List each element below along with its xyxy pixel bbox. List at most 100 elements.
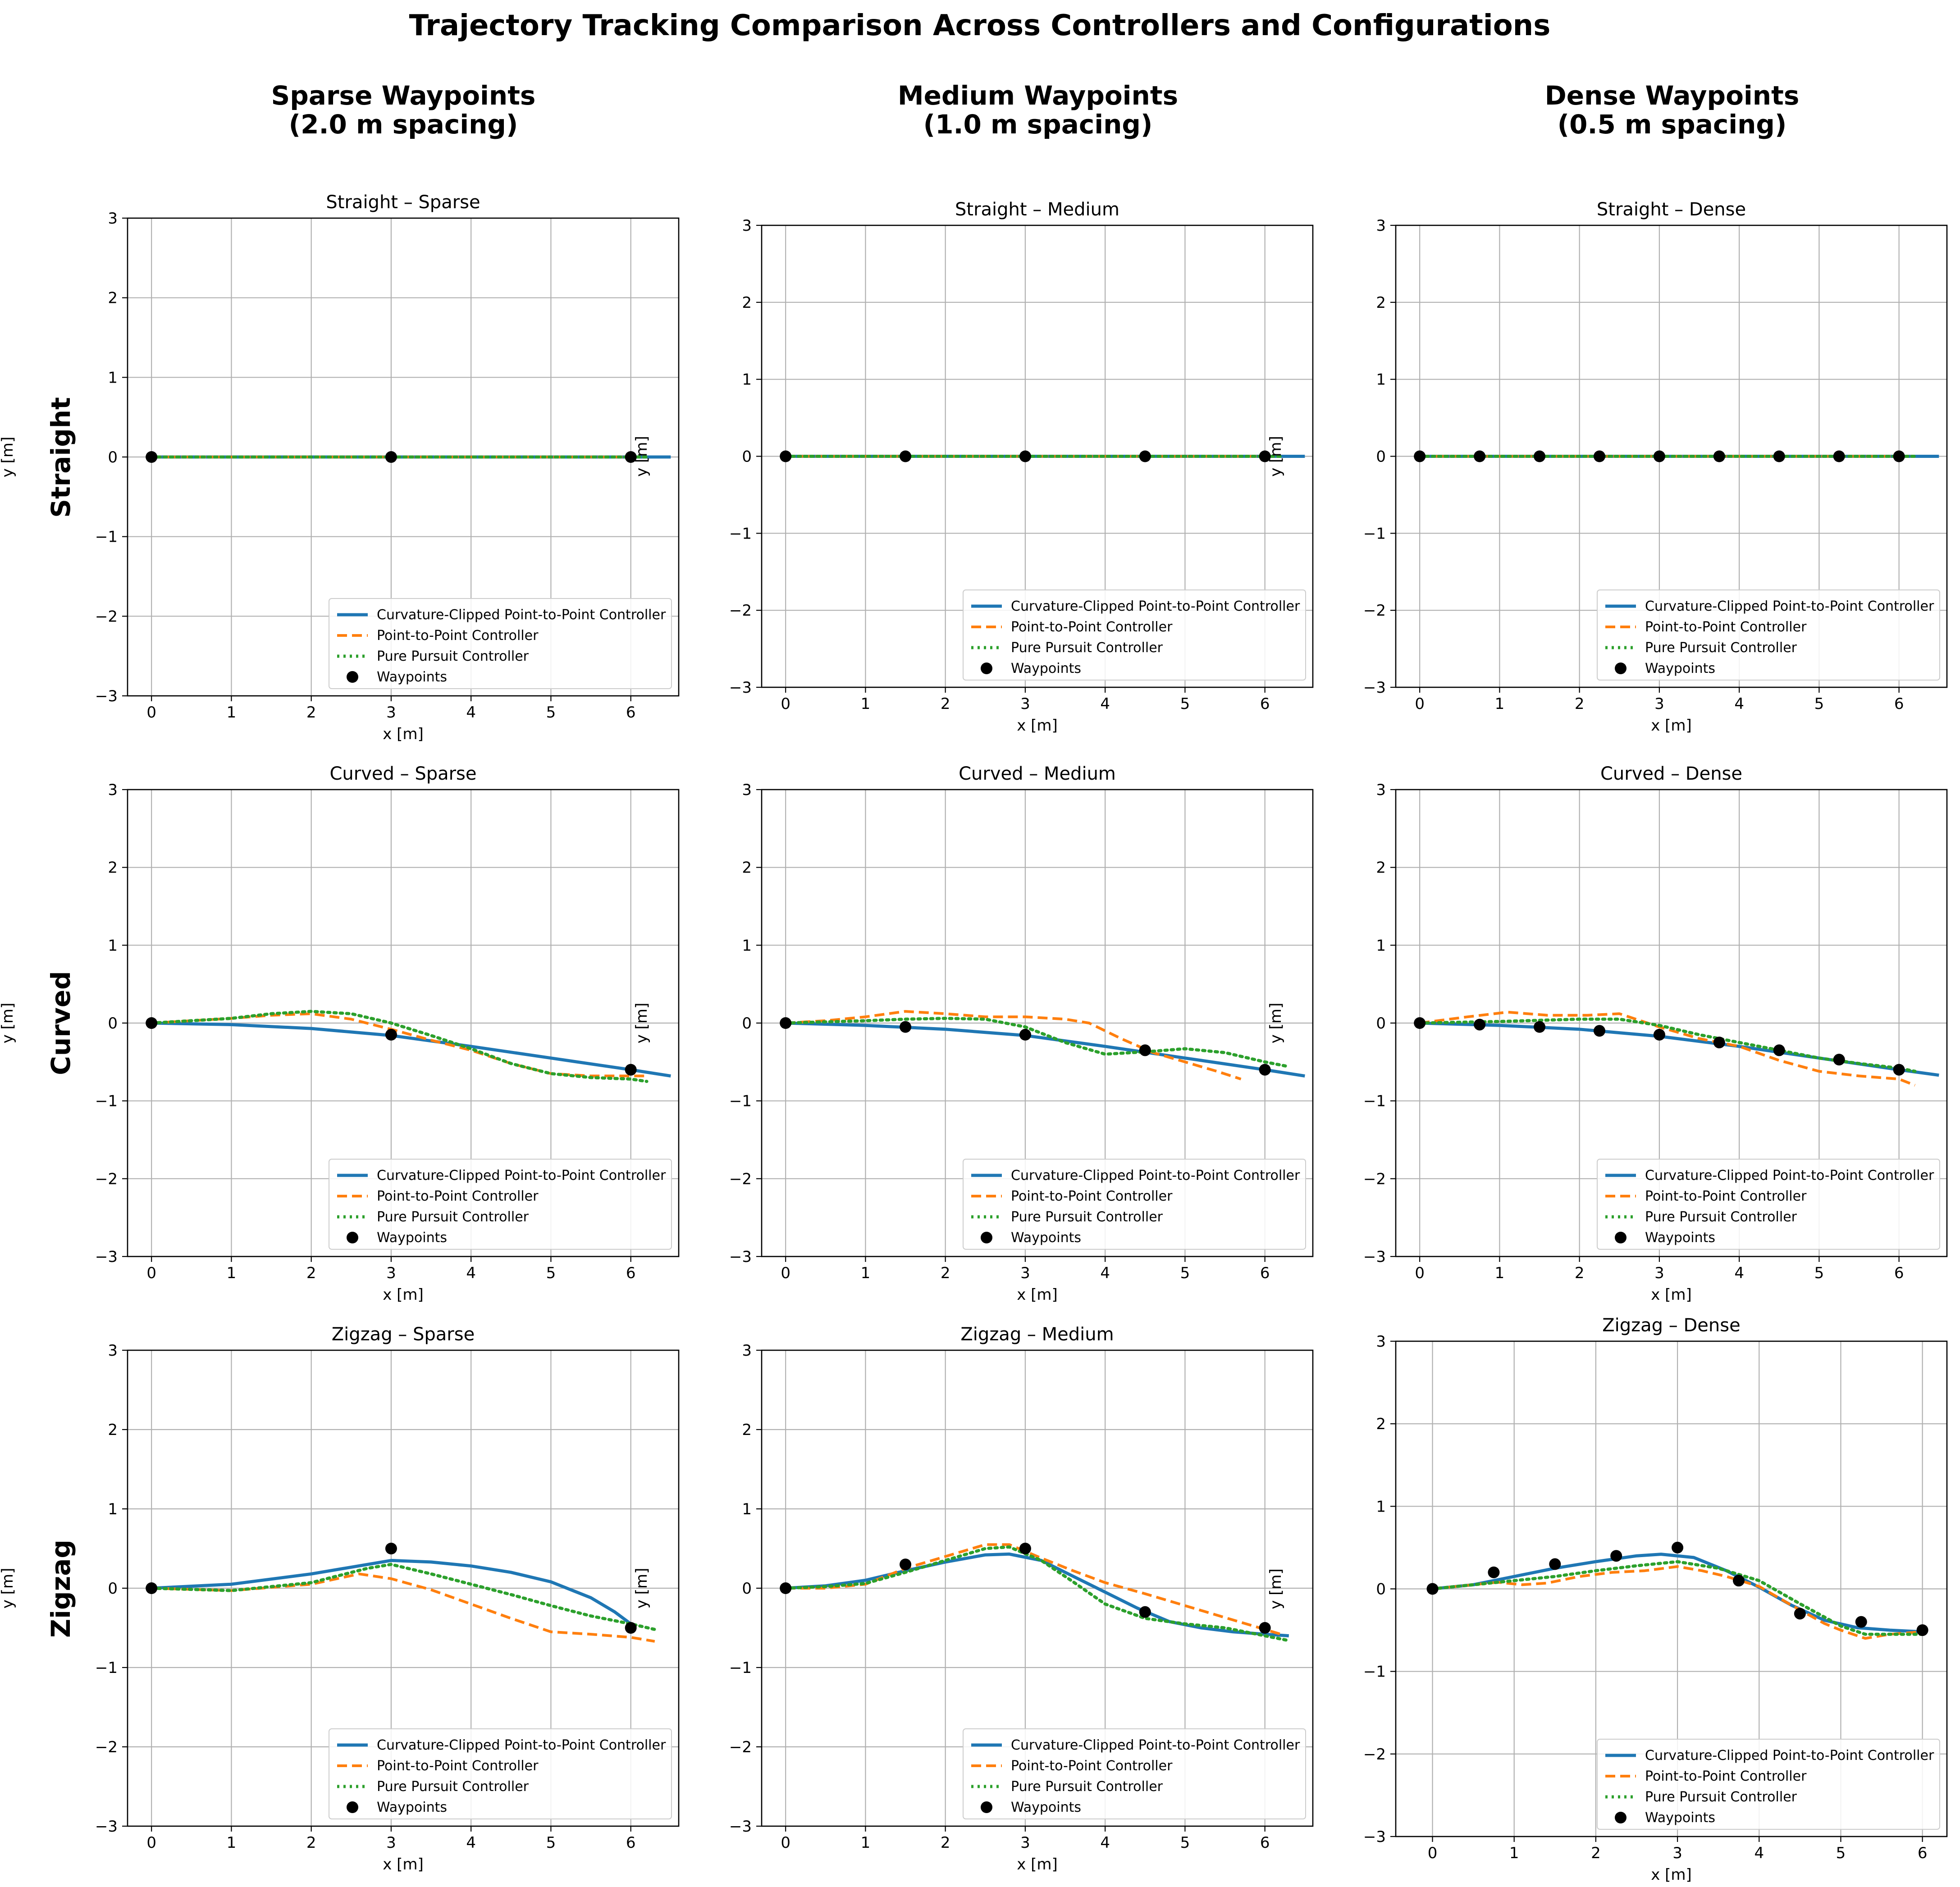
- legend-label: Waypoints: [377, 1800, 447, 1815]
- row-label-zigzag: Zigzag: [46, 1540, 76, 1638]
- y-tick-label: 3: [108, 1342, 118, 1360]
- x-axis-label: x [m]: [383, 1855, 424, 1873]
- y-tick-label: 1: [742, 1500, 752, 1518]
- legend-label: Waypoints: [1011, 1230, 1081, 1246]
- series-line-curvature-clipped: [151, 1558, 632, 1626]
- waypoint-marker: [1259, 1622, 1271, 1634]
- x-tick-label: 6: [626, 1834, 636, 1852]
- x-tick-label: 6: [1260, 1834, 1270, 1852]
- series-line-curvature-clipped: [1432, 1553, 1923, 1634]
- y-tick-label: 3: [1376, 217, 1386, 235]
- legend: Curvature-Clipped Point-to-Point Control…: [1597, 589, 1940, 681]
- legend-label: Curvature-Clipped Point-to-Point Control…: [1645, 1168, 1934, 1183]
- legend-waypoint-marker: [1615, 663, 1626, 674]
- series-line-pure-pursuit: [784, 1545, 1291, 1642]
- waypoint-marker: [1534, 450, 1546, 462]
- y-tick-label: −1: [729, 1659, 752, 1677]
- x-tick-label: 1: [1495, 1264, 1505, 1282]
- waypoint-marker: [1534, 1021, 1546, 1033]
- waypoint-marker: [1139, 450, 1151, 462]
- subplot-curved-sparse: 0 1 2 3 4 5 6 −3 −2 −1 0 1 2 3 Curved – Sparse x [m] y […: [0, 763, 680, 1304]
- legend-label: Curvature-Clipped Point-to-Point Control…: [377, 1737, 666, 1753]
- y-tick-label: 2: [1376, 859, 1386, 877]
- x-tick-label: 0: [146, 1264, 156, 1282]
- x-tick-label: 1: [861, 1834, 871, 1852]
- waypoint-marker: [1019, 1028, 1031, 1041]
- legend-label: Pure Pursuit Controller: [1011, 640, 1163, 656]
- waypoint-marker: [625, 451, 637, 463]
- column-subtitle-medium: (1.0 m spacing): [923, 109, 1153, 140]
- x-tick-label: 1: [1495, 695, 1505, 713]
- y-tick-label: 2: [108, 289, 118, 307]
- legend: Curvature-Clipped Point-to-Point Control…: [963, 1728, 1306, 1819]
- y-tick-label: −2: [1363, 1170, 1386, 1188]
- y-tick-label: −1: [729, 1092, 752, 1110]
- x-tick-label: 2: [306, 1834, 316, 1852]
- waypoint-marker: [1488, 1566, 1500, 1578]
- series-line-point-to-point: [786, 1010, 1242, 1081]
- y-tick-label: −3: [95, 1818, 118, 1836]
- legend-label: Pure Pursuit Controller: [1645, 1209, 1797, 1225]
- x-tick-label: 6: [1260, 695, 1270, 713]
- x-tick-label: 0: [146, 1834, 156, 1852]
- legend-waypoint-marker: [347, 671, 358, 683]
- legend: Curvature-Clipped Point-to-Point Control…: [963, 589, 1306, 681]
- legend-waypoint-marker: [347, 1801, 358, 1813]
- waypoint-marker: [1713, 1037, 1725, 1049]
- waypoint-marker: [1610, 1550, 1622, 1562]
- y-tick-label: −3: [1363, 1248, 1386, 1266]
- x-tick-label: 4: [466, 704, 476, 722]
- waypoint-marker: [625, 1064, 637, 1076]
- y-tick-label: −2: [729, 1738, 752, 1756]
- legend-label: Waypoints: [1011, 1800, 1081, 1815]
- legend-label: Curvature-Clipped Point-to-Point Control…: [1011, 1737, 1300, 1753]
- x-tick-label: 6: [626, 1264, 636, 1282]
- y-tick-label: −2: [729, 1170, 752, 1188]
- waypoint-marker: [780, 1582, 792, 1594]
- series-line-curvature-clipped: [785, 1552, 1289, 1638]
- y-tick-label: 2: [108, 1421, 118, 1439]
- legend-frame: [963, 1159, 1306, 1250]
- legend: Curvature-Clipped Point-to-Point Control…: [329, 1159, 672, 1250]
- y-axis-label: y [m]: [0, 1003, 17, 1044]
- waypoint-marker: [1593, 450, 1605, 462]
- waypoint-marker: [1833, 1054, 1845, 1066]
- legend-label: Curvature-Clipped Point-to-Point Control…: [1645, 599, 1934, 614]
- y-tick-label: 1: [108, 937, 118, 955]
- legend-label: Curvature-Clipped Point-to-Point Control…: [1645, 1748, 1934, 1764]
- x-axis-label: x [m]: [383, 1286, 424, 1304]
- subplot-title: Curved – Dense: [1600, 763, 1742, 784]
- y-tick-label: −1: [95, 1092, 118, 1110]
- legend-label: Curvature-Clipped Point-to-Point Control…: [1011, 1168, 1300, 1183]
- y-tick-label: 3: [1376, 781, 1386, 799]
- legend-waypoint-marker: [1615, 1812, 1626, 1823]
- y-tick-label: 1: [742, 937, 752, 955]
- subplot-title: Curved – Sparse: [329, 763, 476, 784]
- y-axis-label: y [m]: [633, 1003, 651, 1044]
- x-tick-label: 5: [1180, 1264, 1190, 1282]
- y-tick-label: 0: [742, 1580, 752, 1598]
- x-tick-label: 5: [546, 1834, 556, 1852]
- y-tick-label: −1: [1363, 525, 1386, 543]
- x-tick-label: 5: [1180, 695, 1190, 713]
- row-label-straight: Straight: [46, 397, 76, 518]
- waypoint-marker: [625, 1622, 637, 1634]
- x-tick-label: 1: [861, 1264, 871, 1282]
- legend-frame: [1597, 1739, 1940, 1830]
- waypoint-marker: [146, 1017, 158, 1029]
- y-tick-label: 3: [742, 217, 752, 235]
- x-tick-label: 5: [1836, 1844, 1846, 1862]
- x-tick-label: 3: [386, 1264, 396, 1282]
- waypoint-marker: [1855, 1616, 1867, 1628]
- legend: Curvature-Clipped Point-to-Point Control…: [963, 1159, 1306, 1250]
- legend-label: Curvature-Clipped Point-to-Point Control…: [377, 607, 666, 623]
- column-subtitle-sparse: (2.0 m spacing): [289, 109, 518, 140]
- y-tick-label: −3: [729, 1818, 752, 1836]
- y-tick-label: 1: [1376, 937, 1386, 955]
- x-axis-label: x [m]: [1651, 717, 1692, 735]
- subplot-title: Straight – Sparse: [326, 192, 480, 213]
- y-tick-label: −1: [1363, 1663, 1386, 1681]
- x-tick-label: 5: [1814, 695, 1824, 713]
- y-tick-label: 1: [1376, 1498, 1386, 1516]
- x-tick-label: 0: [1415, 1264, 1425, 1282]
